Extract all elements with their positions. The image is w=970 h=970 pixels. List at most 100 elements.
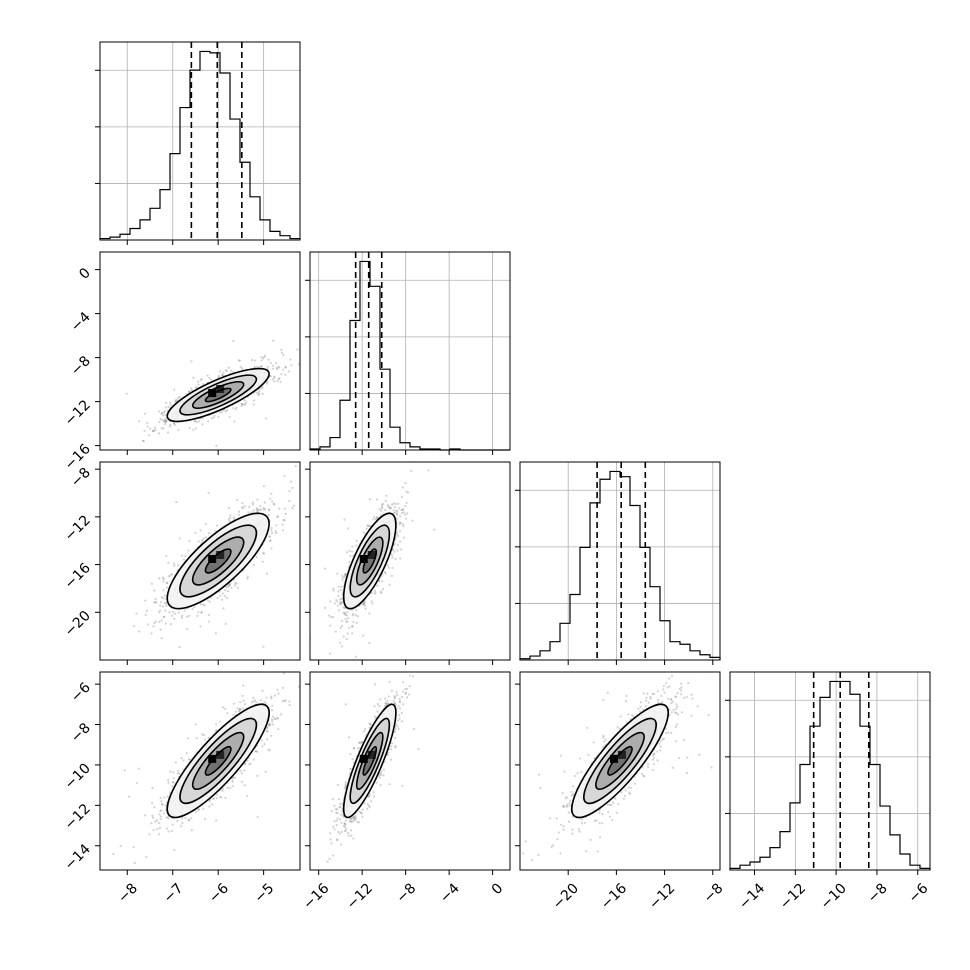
hist-step-3 xyxy=(729,680,931,870)
scatter-point xyxy=(254,750,258,753)
scatter-point xyxy=(390,503,394,506)
scatter-point xyxy=(187,549,190,552)
scatter-point xyxy=(221,592,225,595)
scatter-point xyxy=(232,516,235,519)
scatter-point xyxy=(323,567,327,570)
scatter-point xyxy=(162,597,165,600)
scatter-point xyxy=(194,386,197,389)
scatter-point xyxy=(389,506,393,510)
scatter-point xyxy=(392,512,395,515)
scatter-point xyxy=(153,429,156,432)
scatter-point xyxy=(370,600,373,603)
scatter-point xyxy=(262,508,265,511)
contour-line xyxy=(179,374,258,416)
scatter-point xyxy=(376,584,379,587)
scatter-point xyxy=(255,508,258,511)
scatter-point xyxy=(257,394,260,397)
scatter-point xyxy=(182,558,186,561)
scatter-point xyxy=(289,358,292,361)
scatter-point xyxy=(307,707,309,709)
scatter-point xyxy=(239,365,242,368)
scatter-point xyxy=(150,582,153,585)
scatter-plot-area xyxy=(132,462,316,649)
scatter-point xyxy=(255,555,258,559)
scatter-point xyxy=(367,524,370,528)
scatter-point xyxy=(291,506,294,510)
scatter-point xyxy=(396,543,400,546)
scatter-point xyxy=(222,607,225,610)
scatter-point xyxy=(227,518,231,521)
scatter-point xyxy=(275,531,278,535)
scatter-point xyxy=(393,511,396,514)
scatter-point xyxy=(381,580,384,583)
scatter-point xyxy=(388,506,391,509)
scatter-point xyxy=(199,625,202,628)
scatter-point xyxy=(165,816,168,819)
scatter-point xyxy=(351,554,355,557)
contour-line xyxy=(342,512,397,610)
scatter-point xyxy=(177,396,180,399)
scatter-point xyxy=(282,353,285,357)
scatter-point xyxy=(144,613,147,617)
scatter-point xyxy=(344,613,347,616)
scatter-point xyxy=(228,520,231,523)
scatter-point xyxy=(225,586,228,589)
scatter-point xyxy=(208,376,211,379)
scatter-point xyxy=(376,516,379,520)
scatter-point xyxy=(215,524,219,527)
scatter-point xyxy=(329,600,332,603)
scatter-point xyxy=(250,701,253,704)
scatter-point xyxy=(363,601,366,605)
scatter-point xyxy=(229,516,232,519)
scatter-point xyxy=(243,769,246,772)
scatter-point xyxy=(160,596,163,599)
scatter-point xyxy=(339,589,342,592)
scatter-point xyxy=(378,507,381,511)
scatter-point xyxy=(290,364,293,367)
scatter-point xyxy=(276,380,279,383)
scatter-point xyxy=(196,380,200,383)
scatter-point xyxy=(159,628,162,631)
scatter-point xyxy=(236,498,239,502)
scatter-point xyxy=(160,619,163,622)
contour-line xyxy=(355,536,384,586)
scatter-point xyxy=(297,363,300,366)
scatter-point xyxy=(177,428,180,431)
scatter-point xyxy=(265,729,268,733)
scatter-point xyxy=(166,581,169,585)
scatter-point xyxy=(165,401,168,404)
scatter-point xyxy=(267,358,270,361)
scatter-point xyxy=(361,634,365,637)
scatter-point xyxy=(255,701,258,704)
scatter-point xyxy=(177,564,180,567)
scatter-point xyxy=(343,611,346,614)
scatter-point xyxy=(341,578,344,581)
scatter-point xyxy=(399,540,402,543)
scatter-point xyxy=(344,618,347,621)
scatter-point xyxy=(336,604,339,607)
scatter-point xyxy=(146,623,149,626)
scatter-point xyxy=(404,504,407,507)
scatter-point xyxy=(190,817,193,820)
scatter-point xyxy=(164,622,167,625)
contour-line xyxy=(362,548,378,574)
scatter-point xyxy=(314,518,316,520)
scatter-point xyxy=(278,507,281,510)
scatter-point xyxy=(277,377,280,381)
scatter-point xyxy=(346,620,349,623)
scatter-point xyxy=(386,504,389,507)
scatter-point xyxy=(398,507,401,510)
scatter-point xyxy=(339,603,343,606)
scatter-point xyxy=(410,469,413,473)
scatter-point xyxy=(375,498,379,501)
scatter-point xyxy=(384,499,387,502)
scatter-point xyxy=(145,609,149,612)
scatter-point xyxy=(334,630,337,633)
scatter-point xyxy=(203,604,206,607)
scatter-point xyxy=(282,518,285,522)
scatter-point xyxy=(164,602,168,605)
density-peak xyxy=(359,555,368,563)
scatter-point xyxy=(215,444,218,447)
scatter-point xyxy=(252,399,256,402)
scatter-point xyxy=(380,503,384,506)
